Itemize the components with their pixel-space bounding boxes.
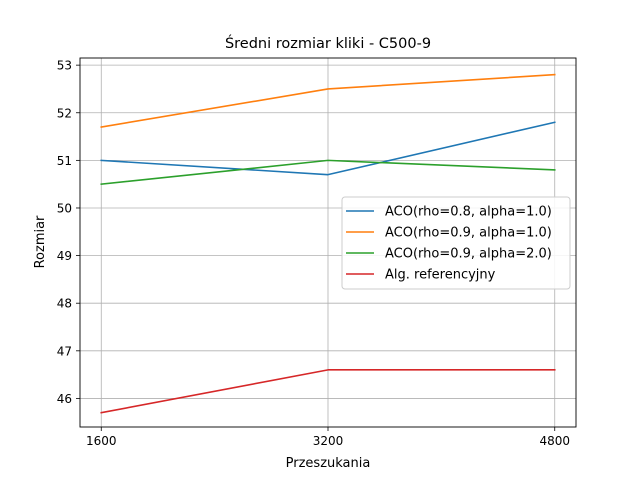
x-tick-label: 1600: [86, 434, 117, 448]
y-tick-label: 48: [57, 297, 72, 311]
x-tick-label: 3200: [313, 434, 344, 448]
series-line-4: [100, 369, 556, 414]
series-line-1: [100, 121, 556, 176]
y-axis-label: Rozmiar: [33, 215, 48, 268]
series-line-2: [100, 73, 556, 128]
y-tick-label: 50: [57, 201, 72, 215]
legend-label: ACO(rho=0.8, alpha=1.0): [385, 205, 552, 220]
series-lines: [100, 73, 556, 414]
legend: ACO(rho=0.8, alpha=1.0) ACO(rho=0.9, alph…: [341, 196, 571, 290]
y-tick-label: 51: [57, 154, 72, 168]
y-tick-label: 53: [57, 59, 72, 73]
legend-box: [341, 196, 571, 290]
legend-label: Alg. referencyjny: [385, 268, 496, 283]
legend-label: ACO(rho=0.9, alpha=2.0): [385, 247, 552, 262]
legend-label: ACO(rho=0.9, alpha=1.0): [385, 226, 552, 241]
x-axis-label: Przeszukania: [286, 456, 371, 471]
y-axis-ticks: 46 47 48 49 50 51 52 53: [57, 59, 80, 406]
y-tick-label: 52: [57, 106, 72, 120]
y-tick-label: 46: [57, 392, 72, 406]
y-tick-label: 49: [57, 249, 72, 263]
series-line-3: [100, 159, 556, 186]
y-tick-label: 47: [57, 344, 72, 358]
chart-title: Średni rozmiar kliki - C500-9: [225, 34, 431, 52]
x-axis-ticks: 1600 3200 4800: [86, 427, 570, 448]
x-tick-label: 4800: [539, 434, 570, 448]
